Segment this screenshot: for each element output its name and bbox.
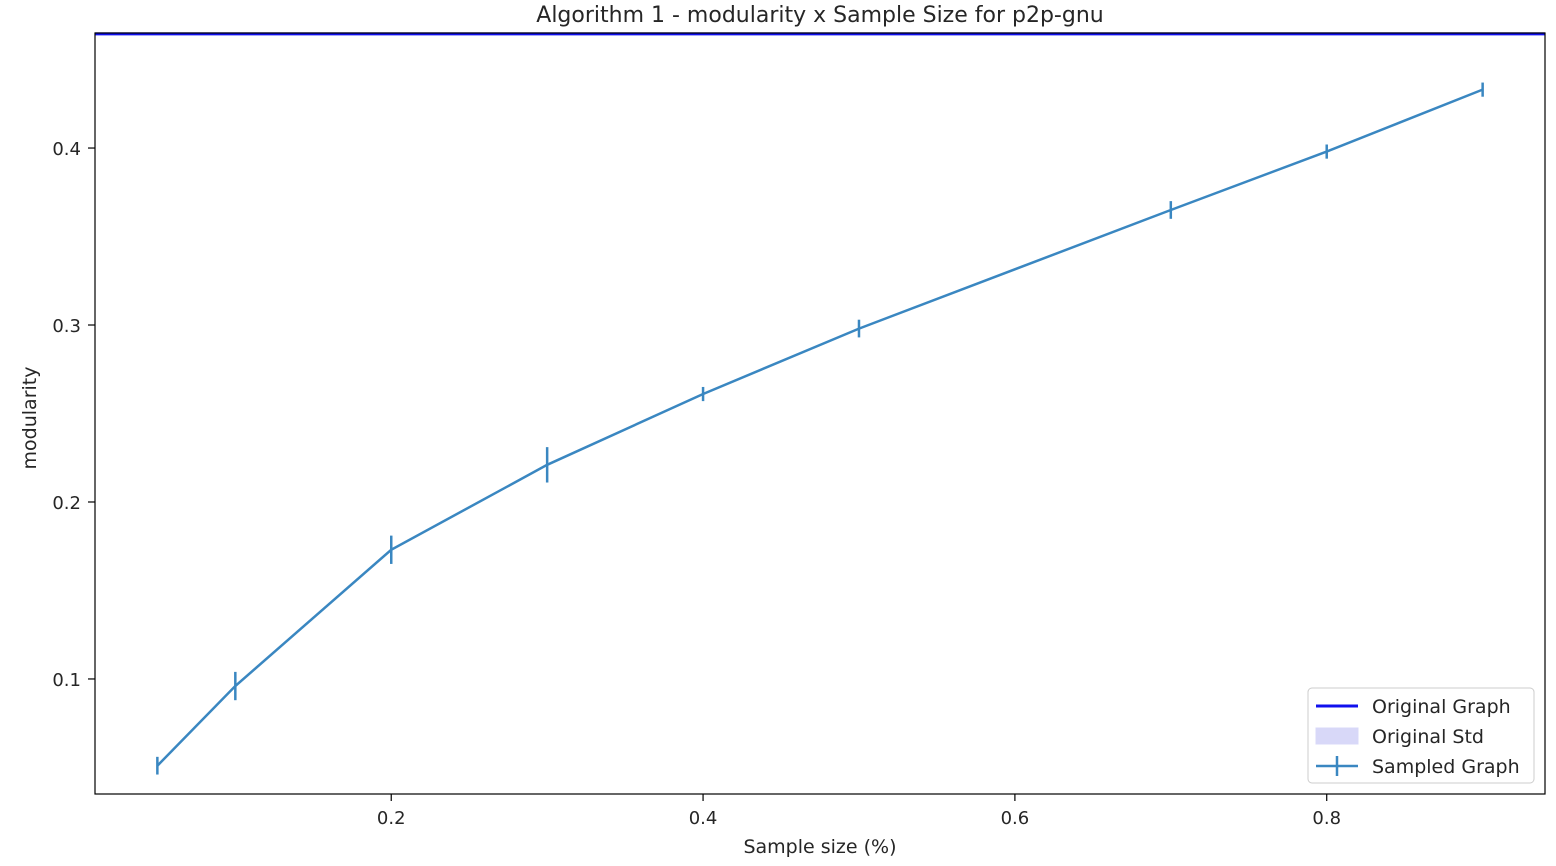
series-layer <box>156 82 1484 775</box>
x-axis-label: Sample size (%) <box>743 836 896 858</box>
legend-box <box>1307 687 1535 784</box>
legend-original-graph-label: Original Graph <box>1372 696 1511 718</box>
x-tick-label: 0.2 <box>377 808 406 829</box>
y-axis-label: modularity <box>19 367 41 470</box>
legend-original-std-swatch <box>1315 727 1359 745</box>
y-tick-label: 0.4 <box>52 139 81 160</box>
x-tick-label: 0.6 <box>1001 808 1030 829</box>
y-axis: 0.1 0.2 0.3 0.4 <box>52 139 95 691</box>
legend-original-std-label: Original Std <box>1372 726 1484 748</box>
legend: Original Graph Original Std Sampled Grap… <box>1307 687 1535 784</box>
x-tick-label: 0.4 <box>689 808 718 829</box>
x-axis: 0.2 0.4 0.6 0.8 <box>377 794 1341 829</box>
plot-frame <box>94 32 1546 795</box>
y-tick-label: 0.3 <box>52 316 81 337</box>
y-tick-label: 0.1 <box>52 670 81 691</box>
y-tick-label: 0.2 <box>52 493 81 514</box>
x-tick-label: 0.8 <box>1312 808 1341 829</box>
legend-sampled-graph-label: Sampled Graph <box>1372 756 1520 778</box>
chart-title: Algorithm 1 - modularity x Sample Size f… <box>536 3 1103 28</box>
